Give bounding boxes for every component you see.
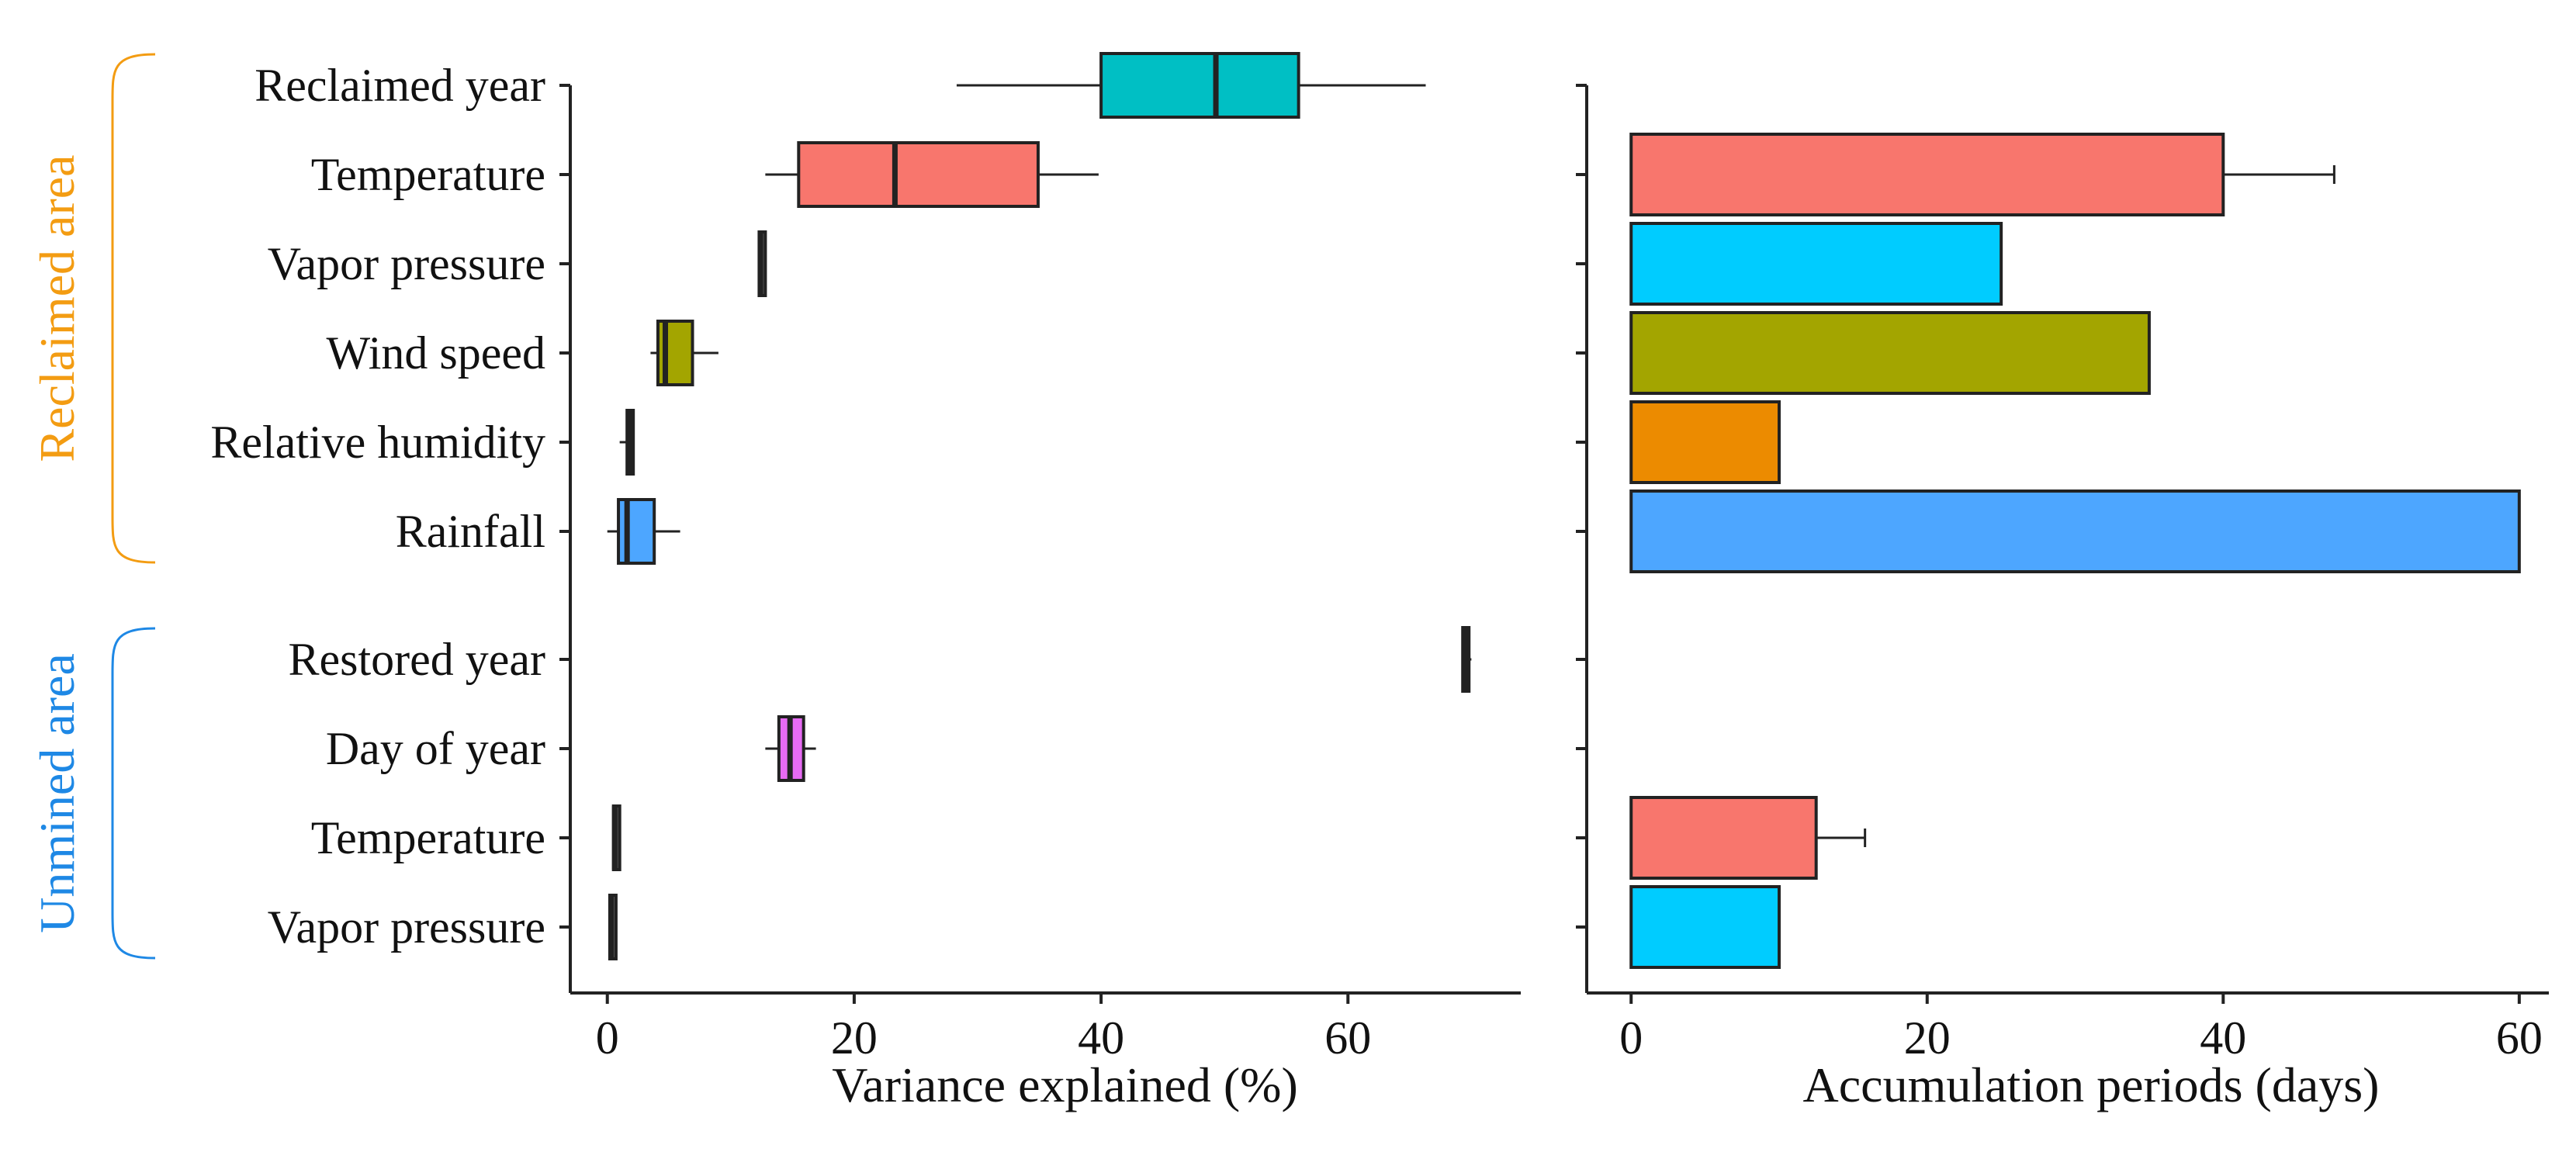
bar bbox=[1629, 490, 2521, 573]
left-x-axis-title: Variance explained (%) bbox=[832, 1057, 1298, 1112]
right-x-tick-label: 40 bbox=[2200, 1012, 2246, 1064]
group-label: Reclaimed area bbox=[29, 154, 85, 462]
left-category-label: Temperature bbox=[311, 149, 545, 200]
left-category-label: Wind speed bbox=[326, 327, 545, 379]
group-brace bbox=[111, 53, 156, 564]
bar bbox=[1629, 885, 1781, 969]
bar bbox=[1629, 311, 2151, 395]
group-brace bbox=[111, 627, 156, 960]
left-x-tick-label: 40 bbox=[1078, 1012, 1124, 1064]
left-category-label: Reclaimed year bbox=[254, 60, 545, 111]
bar bbox=[1629, 222, 2003, 306]
left-x-tick-label: 0 bbox=[596, 1012, 619, 1064]
left-category-label: Restored year bbox=[288, 634, 545, 685]
right-x-tick-label: 20 bbox=[1904, 1012, 1951, 1064]
box-iqr bbox=[797, 141, 1040, 208]
box-iqr bbox=[617, 498, 656, 565]
left-category-label: Day of year bbox=[326, 723, 545, 774]
right-x-tick-label: 0 bbox=[1619, 1012, 1643, 1064]
left-x-tick-label: 20 bbox=[831, 1012, 878, 1064]
bar bbox=[1629, 796, 1818, 880]
right-x-axis-title: Accumulation periods (days) bbox=[1803, 1057, 2380, 1112]
bar bbox=[1629, 400, 1781, 484]
left-category-label: Temperature bbox=[311, 812, 545, 863]
left-category-label: Relative humidity bbox=[210, 417, 545, 468]
left-x-tick-label: 60 bbox=[1324, 1012, 1371, 1064]
left-category-label: Rainfall bbox=[396, 506, 545, 557]
group-label: Unmined area bbox=[29, 653, 85, 933]
left-category-label: Vapor pressure bbox=[268, 238, 545, 289]
left-category-label: Vapor pressure bbox=[268, 901, 545, 953]
right-x-tick-label: 60 bbox=[2496, 1012, 2543, 1064]
bar bbox=[1629, 133, 2225, 216]
box-iqr bbox=[1099, 52, 1300, 119]
